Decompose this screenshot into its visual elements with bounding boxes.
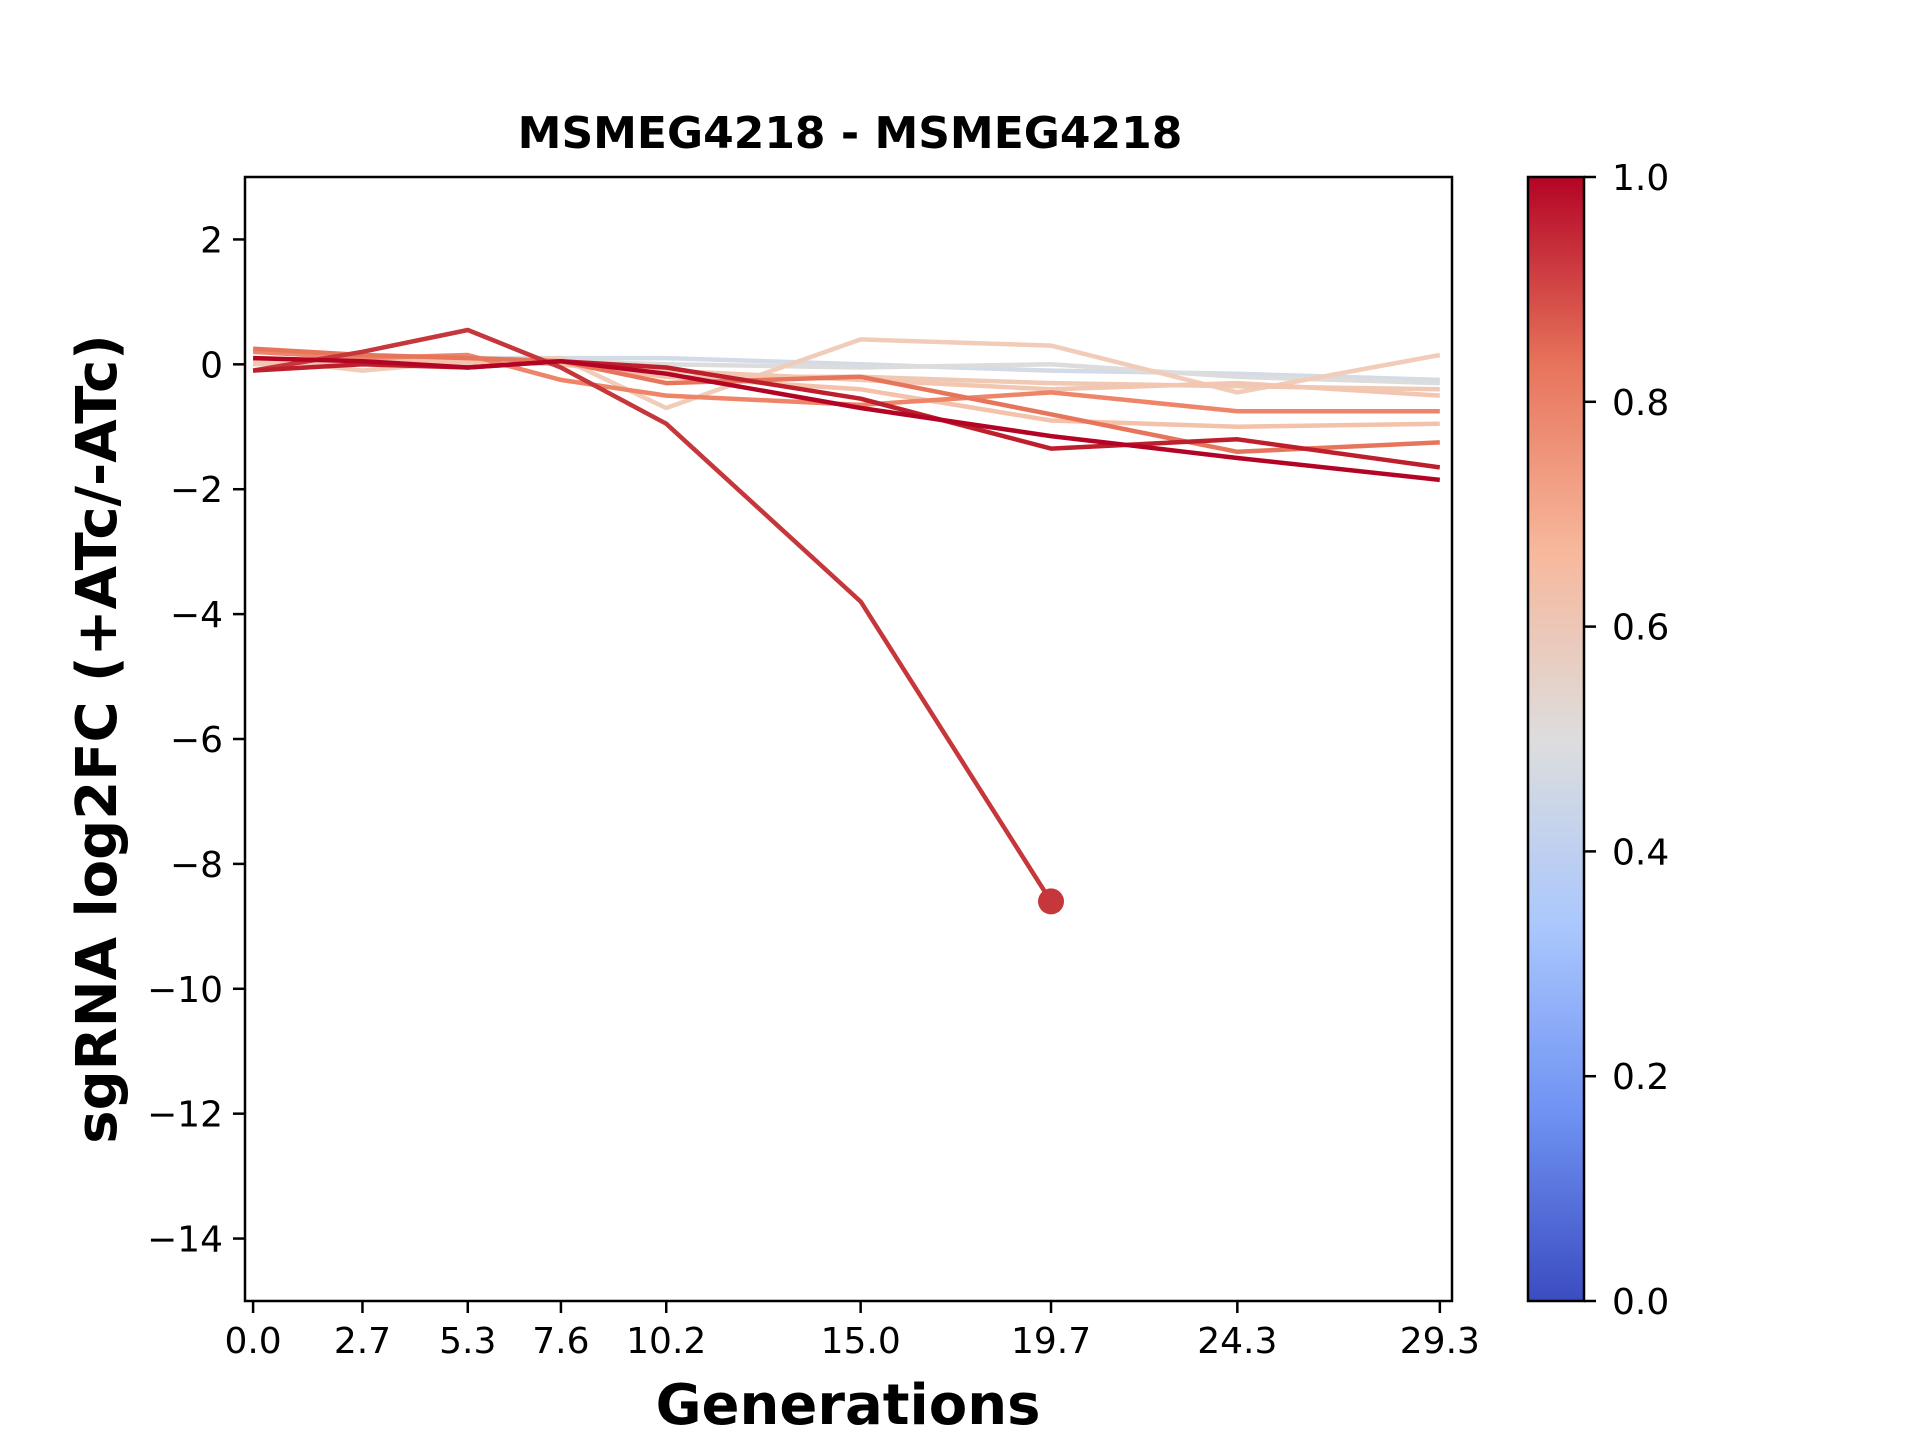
y-tick-label: 2 [200, 220, 223, 261]
x-tick-label: 2.7 [334, 1321, 391, 1362]
x-tick-label: 19.7 [1011, 1321, 1091, 1362]
chart-title: MSMEG4218 - MSMEG4218 [518, 108, 1183, 159]
series-line-8 [252, 346, 1440, 455]
y-tick-label: −8 [170, 845, 223, 886]
colorbar-tick-label: 0.8 [1612, 383, 1669, 424]
y-axis-ticks: 2 0 −2 −4 −6 −8 −10 −12 −14 [147, 220, 245, 1261]
y-tick-label: −14 [147, 1220, 223, 1261]
colorbar-tick-label: 0.6 [1612, 608, 1669, 649]
series-end-marker-9 [1038, 888, 1064, 915]
colorbar: 0.0 0.2 0.4 0.6 0.8 1.0 [1526, 158, 1669, 1323]
y-axis-label: sgRNA log2FC (+ATc/-ATc) [65, 334, 130, 1144]
x-tick-label: 7.6 [532, 1321, 589, 1362]
colorbar-tick-label: 0.4 [1612, 832, 1669, 873]
x-tick-label: 29.3 [1400, 1321, 1480, 1362]
x-tick-label: 15.0 [821, 1321, 901, 1362]
y-tick-label: 0 [200, 345, 223, 386]
y-tick-label: −12 [147, 1095, 223, 1136]
series-line-9 [252, 327, 1053, 903]
y-tick-label: −4 [170, 595, 223, 636]
colorbar-tick-label: 1.0 [1612, 158, 1669, 199]
series-line-11 [253, 355, 1441, 483]
series-group [252, 327, 1441, 915]
x-axis-ticks: 0.0 2.7 5.3 7.6 10.2 15.0 19.7 24.3 29.3 [224, 1301, 1480, 1362]
x-axis-label: Generations [656, 1373, 1041, 1438]
y-tick-label: −2 [170, 470, 223, 511]
colorbar-ticks: 0.0 0.2 0.4 0.6 0.8 1.0 [1584, 158, 1669, 1323]
colorbar-tick-label: 0.2 [1612, 1057, 1669, 1098]
colorbar-tick-label: 0.0 [1612, 1282, 1669, 1323]
x-tick-label: 10.2 [626, 1321, 706, 1362]
colorbar-frame [1526, 175, 1586, 1303]
plot-area: 0.0 2.7 5.3 7.6 10.2 15.0 19.7 24.3 29.3 2 0 −2 −4 −… [147, 175, 1480, 1362]
x-tick-label: 0.0 [224, 1321, 281, 1362]
colorbar-gradient [1528, 177, 1584, 1301]
y-tick-label: −6 [170, 720, 223, 761]
x-tick-label: 5.3 [439, 1321, 496, 1362]
x-tick-label: 24.3 [1197, 1321, 1277, 1362]
y-tick-label: −10 [147, 970, 223, 1011]
